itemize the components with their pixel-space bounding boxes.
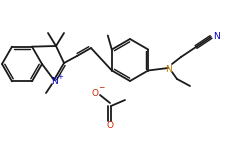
Text: O: O	[106, 122, 114, 131]
Text: +: +	[58, 74, 64, 79]
Text: N: N	[52, 77, 58, 86]
Text: O: O	[91, 89, 99, 98]
Text: −: −	[98, 83, 104, 92]
Text: N: N	[213, 32, 219, 41]
Text: N: N	[166, 65, 172, 74]
